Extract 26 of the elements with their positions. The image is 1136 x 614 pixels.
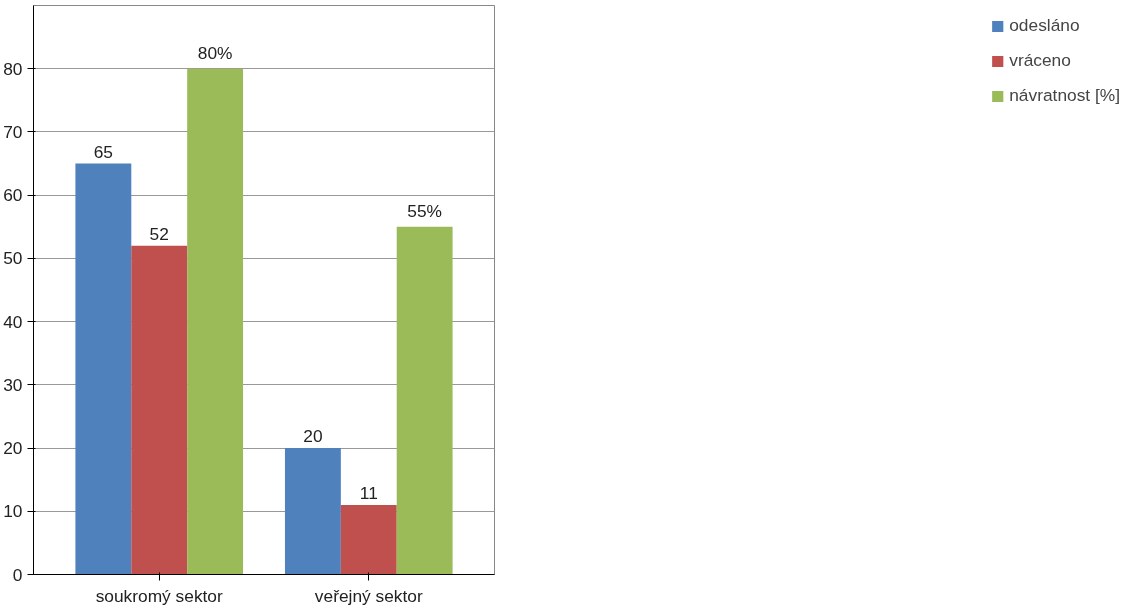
y-tick-label: 40 <box>3 311 23 332</box>
legend-label: vráceno <box>1009 50 1071 71</box>
bar <box>75 163 132 575</box>
bar <box>187 68 244 575</box>
x-tick-label: veřejný sektor <box>314 585 423 606</box>
y-tick-label: 20 <box>3 438 23 459</box>
data-label: 80% <box>197 42 233 63</box>
y-tick-label: 30 <box>3 374 23 395</box>
y-tick-label: 0 <box>12 564 23 585</box>
data-label: 55% <box>407 200 442 221</box>
y-tick-label: 70 <box>3 121 23 142</box>
y-tick-label: 10 <box>3 501 23 522</box>
y-tick-label: 80 <box>3 58 23 79</box>
y-tick-label: 60 <box>3 185 23 206</box>
data-label: 20 <box>303 426 323 447</box>
legend-label: návratnost [%] <box>1009 85 1120 106</box>
legend-label: odesláno <box>1009 15 1080 36</box>
bar <box>340 504 397 575</box>
x-tick-label: soukromý sektor <box>95 585 224 606</box>
data-label: 11 <box>359 482 378 503</box>
bar <box>396 226 453 575</box>
bar <box>284 448 341 575</box>
data-label: 52 <box>149 223 169 244</box>
data-label: 65 <box>93 141 113 162</box>
bar <box>131 245 188 575</box>
y-tick-label: 50 <box>3 248 23 269</box>
